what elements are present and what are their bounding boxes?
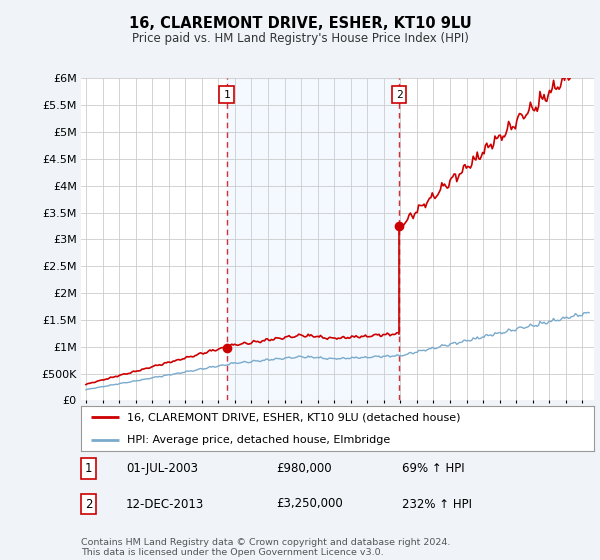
Text: 69% ↑ HPI: 69% ↑ HPI (402, 462, 464, 475)
Text: £3,250,000: £3,250,000 (276, 497, 343, 511)
Bar (227, 78, 399, 400)
Text: Contains HM Land Registry data © Crown copyright and database right 2024.
This d: Contains HM Land Registry data © Crown c… (81, 538, 451, 557)
Text: 2: 2 (395, 90, 403, 100)
Text: Price paid vs. HM Land Registry's House Price Index (HPI): Price paid vs. HM Land Registry's House … (131, 32, 469, 45)
Text: 16, CLAREMONT DRIVE, ESHER, KT10 9LU: 16, CLAREMONT DRIVE, ESHER, KT10 9LU (128, 16, 472, 31)
Text: 01-JUL-2003: 01-JUL-2003 (126, 462, 198, 475)
Text: HPI: Average price, detached house, Elmbridge: HPI: Average price, detached house, Elmb… (127, 435, 391, 445)
Text: 16, CLAREMONT DRIVE, ESHER, KT10 9LU (detached house): 16, CLAREMONT DRIVE, ESHER, KT10 9LU (de… (127, 412, 461, 422)
Text: £980,000: £980,000 (276, 462, 332, 475)
Text: 1: 1 (85, 462, 92, 475)
Text: 12-DEC-2013: 12-DEC-2013 (126, 497, 204, 511)
Text: 232% ↑ HPI: 232% ↑ HPI (402, 497, 472, 511)
Text: 2: 2 (85, 497, 92, 511)
Text: 1: 1 (223, 90, 230, 100)
